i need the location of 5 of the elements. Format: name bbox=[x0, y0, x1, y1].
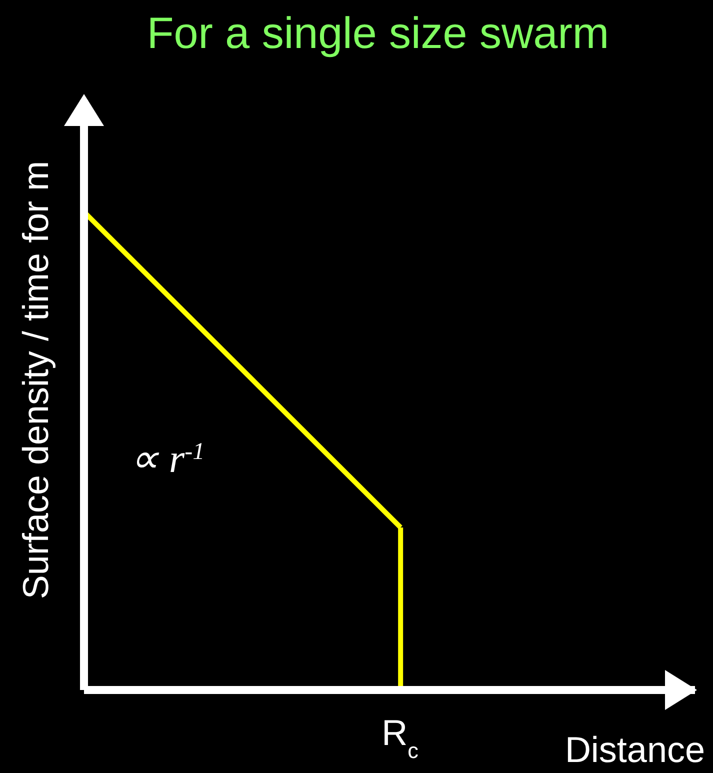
text: Distance bbox=[564, 729, 705, 770]
y-axis-title: Surface density / time for m bbox=[15, 160, 56, 600]
annotation: ∝ r$^{-1}$ bbox=[130, 436, 205, 481]
text: R$_{c}$ bbox=[382, 712, 419, 762]
chart-title: For a single size swarm bbox=[146, 9, 610, 58]
